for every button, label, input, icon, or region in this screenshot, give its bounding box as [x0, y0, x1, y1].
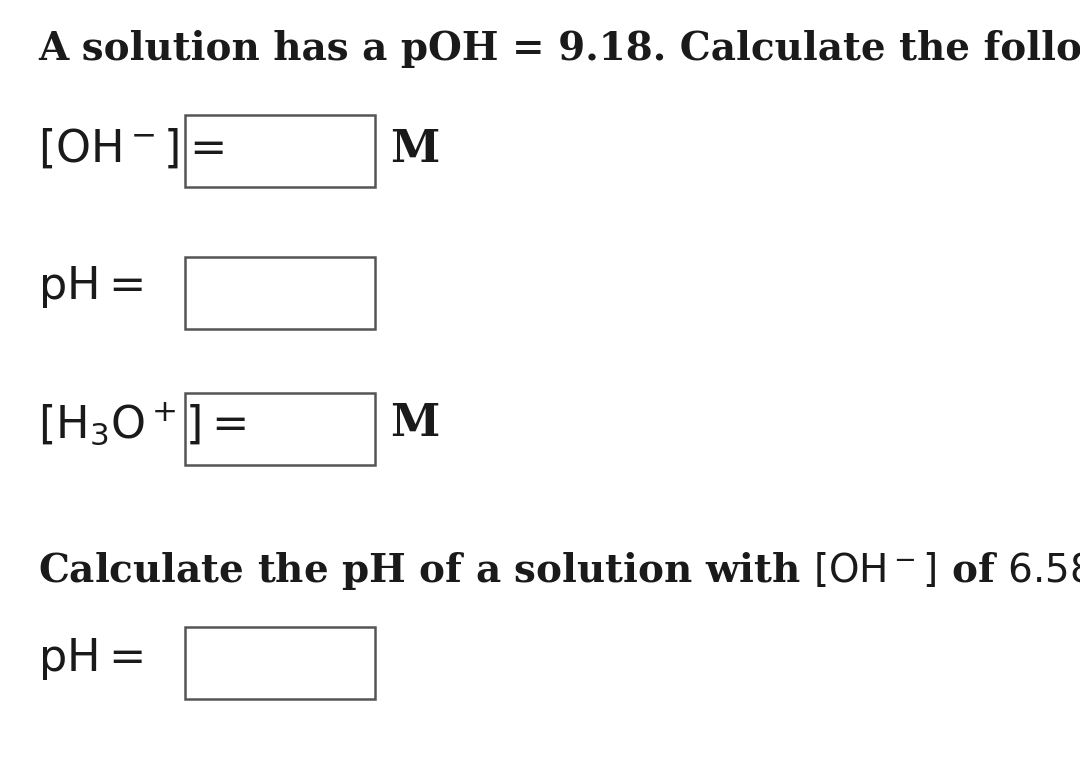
Text: $\mathrm{pH} =$: $\mathrm{pH} =$ — [38, 264, 143, 310]
Text: M: M — [390, 402, 440, 446]
Text: M: M — [390, 128, 440, 171]
Text: $[\mathrm{H_3O^+}] =$: $[\mathrm{H_3O^+}] =$ — [38, 401, 246, 448]
FancyBboxPatch shape — [185, 115, 375, 187]
FancyBboxPatch shape — [185, 393, 375, 465]
Text: $[\mathrm{OH^-}] =$: $[\mathrm{OH^-}] =$ — [38, 127, 225, 171]
Text: Calculate the pH of a solution with $[\mathrm{OH^-}]$ of $6.58{\times}10^{-6}$.: Calculate the pH of a solution with $[\m… — [38, 545, 1080, 593]
FancyBboxPatch shape — [185, 627, 375, 699]
FancyBboxPatch shape — [185, 257, 375, 329]
Text: A solution has a pOH = 9.18. Calculate the following:: A solution has a pOH = 9.18. Calculate t… — [38, 30, 1080, 68]
Text: $\mathrm{pH} =$: $\mathrm{pH} =$ — [38, 636, 143, 682]
